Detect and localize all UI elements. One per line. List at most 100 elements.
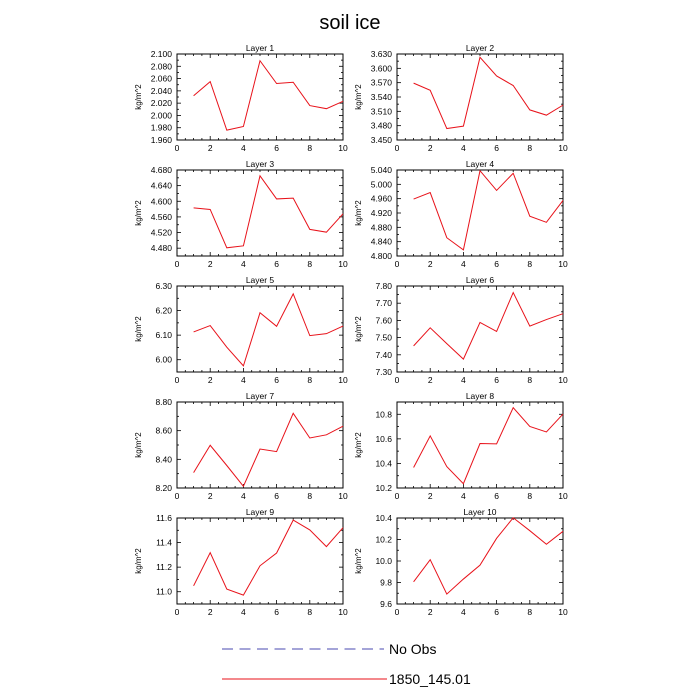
panel-1-xtick-label: 10 — [338, 143, 348, 153]
panel-4-ytick-label: 5.040 — [371, 165, 393, 175]
figure-title: soil ice — [319, 12, 380, 34]
panel-7-xtick-label: 2 — [208, 491, 213, 501]
panel-3: Layer 3 0 2 4 6 8 10 4.480 4.520 4.560 4.600 4.640 4… — [134, 159, 348, 269]
panel-5-xtick-label: 6 — [274, 375, 279, 385]
panel-8-series-line — [413, 406, 564, 485]
panel-6-ytick-label: 7.40 — [375, 350, 392, 360]
panel-3-xtick-label: 6 — [274, 259, 279, 269]
panel-2-ytick-label: 3.630 — [371, 49, 393, 59]
panel-9: Layer 9 0 2 4 6 8 10 11.0 11.2 11.4 11.6 kg/m^2 — [134, 507, 348, 617]
panel-6-xtick-label: 8 — [527, 375, 532, 385]
panel-1-ytick-label: 1.960 — [151, 135, 173, 145]
panel-5-ytick-label: 6.10 — [155, 330, 172, 340]
panel-6-series-line — [413, 291, 564, 360]
panel-2-ytick-label: 3.480 — [371, 121, 393, 131]
panel-6-ylabel: kg/m^2 — [354, 316, 363, 342]
panel-4: Layer 4 0 2 4 6 8 10 4.800 4.840 4.880 4.920 4.960 5… — [354, 159, 568, 269]
panel-10-xtick-label: 8 — [527, 607, 532, 617]
panel-1-title: Layer 1 — [246, 43, 275, 53]
panel-6-xtick-label: 0 — [395, 375, 400, 385]
panel-1-ytick-label: 2.080 — [151, 61, 173, 71]
panel-4-ylabel: kg/m^2 — [354, 200, 363, 226]
panel-5-xtick-label: 10 — [338, 375, 348, 385]
panel-5-xtick-label: 0 — [175, 375, 180, 385]
panel-10-series-line — [413, 517, 564, 595]
panel-2-ytick-label: 3.570 — [371, 78, 393, 88]
panel-9-xtick-label: 6 — [274, 607, 279, 617]
panel-2-xtick-label: 0 — [395, 143, 400, 153]
panel-5-title: Layer 5 — [246, 275, 275, 285]
panel-1-ytick-label: 2.060 — [151, 74, 173, 84]
panel-3-ytick-label: 4.560 — [151, 212, 173, 222]
panel-8-xtick-label: 6 — [494, 491, 499, 501]
panel-2-ytick-label: 3.600 — [371, 63, 393, 73]
panel-5: Layer 5 0 2 4 6 8 10 6.00 6.10 6.20 6.30 kg/m^2 — [134, 275, 348, 385]
panel-4-series-line — [413, 169, 564, 251]
panel-10-ytick-label: 10.2 — [375, 535, 392, 545]
panel-5-ytick-label: 6.00 — [155, 355, 172, 365]
panel-4-xtick-label: 0 — [395, 259, 400, 269]
panel-1-ytick-label: 2.100 — [151, 49, 173, 59]
panel-3-ylabel: kg/m^2 — [134, 200, 143, 226]
panel-5-ytick-label: 6.20 — [155, 306, 172, 316]
panel-9-ytick-label: 11.0 — [156, 587, 172, 597]
panel-6-ytick-label: 7.70 — [375, 298, 392, 308]
panel-2-ytick-label: 3.450 — [371, 135, 393, 145]
panel-10-ytick-label: 9.6 — [380, 599, 392, 609]
panel-2-xtick-label: 10 — [558, 143, 568, 153]
panel-1-frame — [176, 53, 344, 141]
panel-5-xtick-label: 8 — [307, 375, 312, 385]
panel-8-ytick-label: 10.8 — [375, 409, 392, 419]
panel-1-xtick-label: 4 — [241, 143, 246, 153]
panel-7-xtick-label: 4 — [241, 491, 246, 501]
panel-8-xtick-label: 8 — [527, 491, 532, 501]
panel-9-title: Layer 9 — [246, 507, 275, 517]
panel-8-frame — [396, 401, 564, 489]
panel-5-ytick-label: 6.30 — [155, 281, 172, 291]
panel-10-frame — [396, 517, 564, 605]
panel-3-ytick-label: 4.520 — [151, 228, 173, 238]
legend-label-1850-145-01: 1850_145.01 — [389, 671, 471, 687]
panel-10-ylabel: kg/m^2 — [354, 548, 363, 574]
panel-2-ytick-label: 3.540 — [371, 92, 393, 102]
panel-7-ylabel: kg/m^2 — [134, 432, 143, 458]
panel-10-ytick-label: 10.0 — [375, 556, 392, 566]
panel-2-xtick-label: 2 — [428, 143, 433, 153]
panel-3-xtick-label: 8 — [307, 259, 312, 269]
panel-9-frame — [176, 517, 344, 605]
panel-2-xtick-label: 6 — [494, 143, 499, 153]
panel-4-xtick-label: 2 — [428, 259, 433, 269]
panel-3-title: Layer 3 — [246, 159, 275, 169]
panel-4-ytick-label: 5.000 — [371, 179, 393, 189]
panel-1-ytick-label: 2.020 — [151, 98, 173, 108]
panel-8-ylabel: kg/m^2 — [354, 432, 363, 458]
panel-3-xtick-label: 4 — [241, 259, 246, 269]
panel-5-xtick-label: 2 — [208, 375, 213, 385]
panel-4-frame — [396, 169, 564, 257]
panel-3-ytick-label: 4.640 — [151, 181, 173, 191]
panel-6-frame — [396, 285, 564, 373]
panel-4-ytick-label: 4.920 — [371, 208, 393, 218]
panel-3-ytick-label: 4.600 — [151, 196, 173, 206]
panel-10-xtick-label: 4 — [461, 607, 466, 617]
panel-8-xtick-label: 10 — [558, 491, 568, 501]
panel-1-series-line — [193, 59, 344, 131]
panel-10-xtick-label: 6 — [494, 607, 499, 617]
panel-10-xtick-label: 0 — [395, 607, 400, 617]
panel-7: Layer 7 0 2 4 6 8 10 8.20 8.40 8.60 8.80 kg/m^2 — [134, 391, 348, 501]
panel-8: Layer 8 0 2 4 6 8 10 10.2 10.4 10.6 10.8 kg/m^2 — [354, 391, 568, 501]
panel-2: Layer 2 0 2 4 6 8 10 3.450 3.480 3.510 3.540 3.570 3… — [354, 43, 568, 153]
panel-2-xtick-label: 8 — [527, 143, 532, 153]
panel-9-xtick-label: 0 — [175, 607, 180, 617]
panel-7-ytick-label: 8.40 — [155, 454, 172, 464]
panel-9-ytick-label: 11.2 — [156, 562, 172, 572]
legend: No Obs 1850_145.01 — [222, 641, 471, 687]
panel-2-ytick-label: 3.510 — [371, 106, 393, 116]
panel-10-ytick-label: 10.4 — [375, 513, 392, 523]
panel-6-ytick-label: 7.80 — [375, 281, 392, 291]
panel-9-series-line — [193, 519, 344, 596]
panel-9-ytick-label: 11.6 — [156, 513, 172, 523]
panel-4-xtick-label: 10 — [558, 259, 568, 269]
panel-8-ytick-label: 10.6 — [375, 434, 392, 444]
